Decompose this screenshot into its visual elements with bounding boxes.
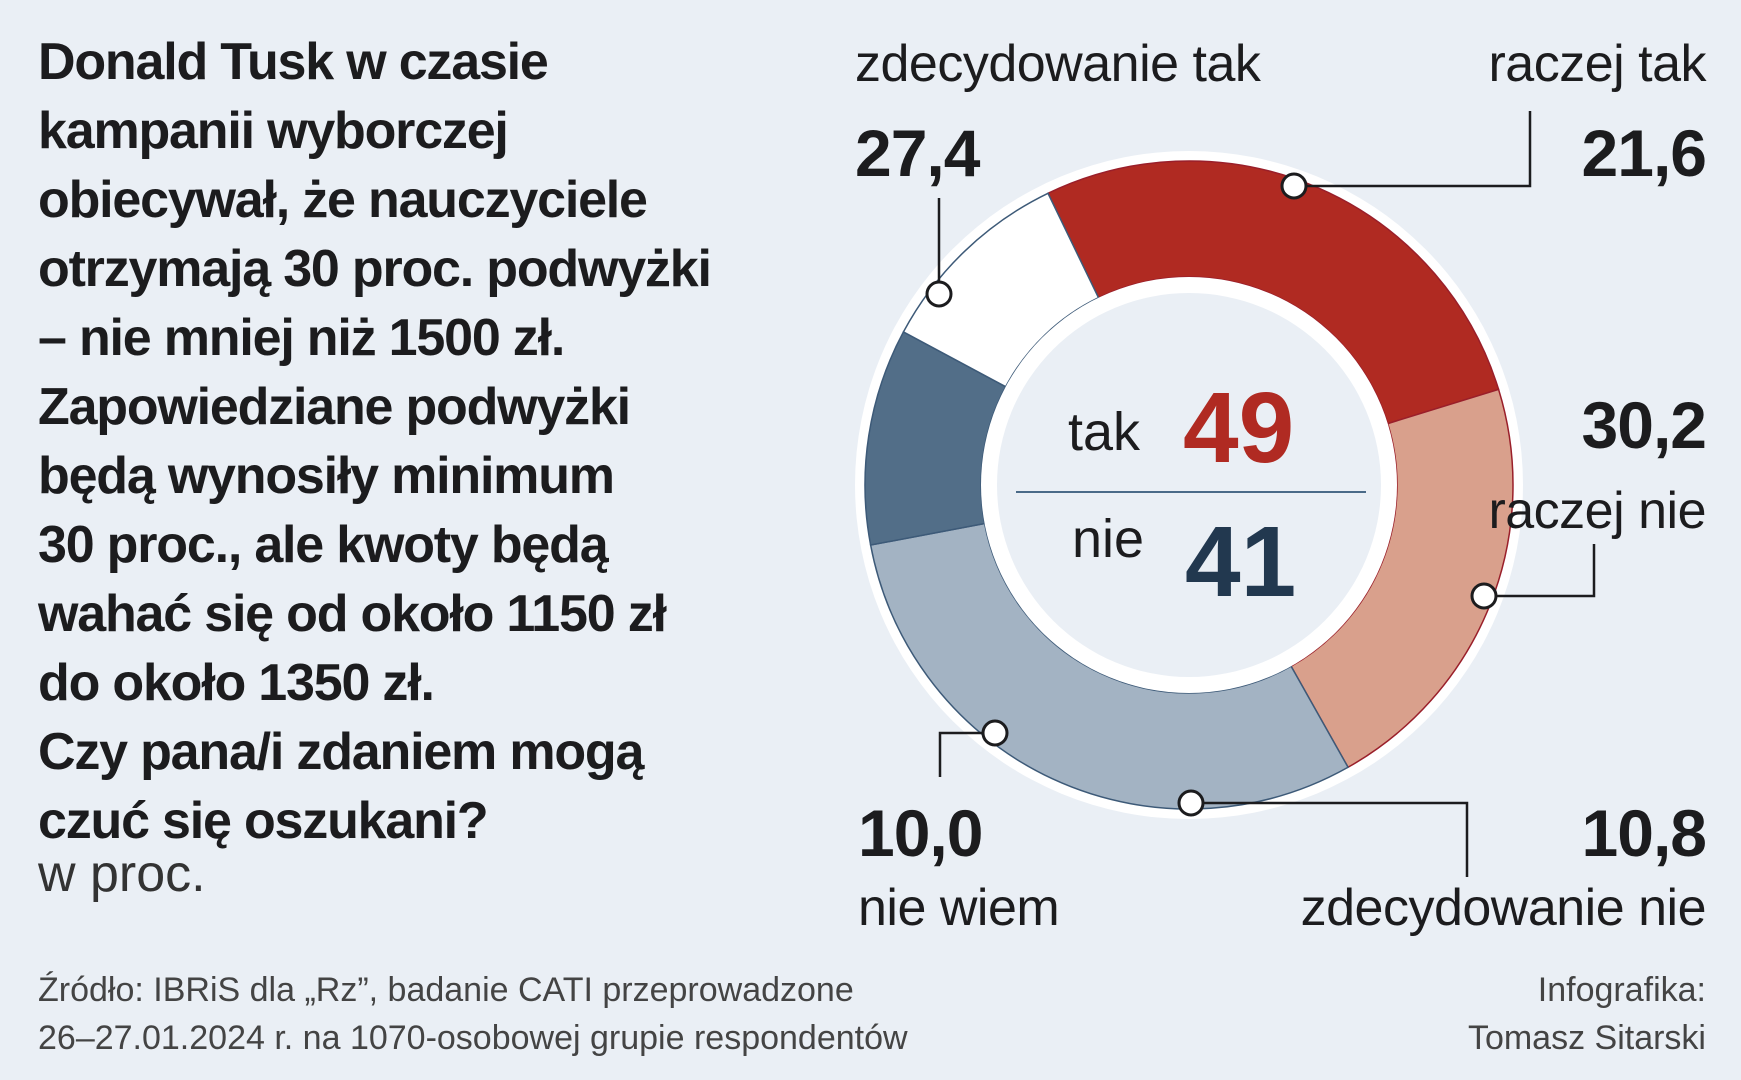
credit: Infografika: Tomasz Sitarski: [1468, 966, 1706, 1062]
title-line: wahać się od około 1150 zł: [38, 585, 667, 643]
title-line: czuć się oszukani?: [38, 792, 489, 850]
marker-dot: [1470, 582, 1498, 610]
source-line: Źródło: IBRiS dla „Rz”, badanie CATI prz…: [38, 971, 854, 1009]
label-raczej-tak: raczej tak: [1488, 35, 1706, 93]
source-line: 26–27.01.2024 r. na 1070-osobowej grupie…: [38, 1019, 908, 1057]
title-line: obiecywał, że nauczyciele: [38, 171, 648, 229]
value-raczej-tak: 21,6: [1581, 116, 1707, 190]
title-line: kampanii wyborczej: [38, 102, 509, 160]
value-zdecydowanie-nie: 10,8: [1581, 796, 1707, 870]
chart-title: Donald Tusk w czasie kampanii wyborczej …: [38, 28, 712, 856]
title-line: Czy pana/i zdaniem mogą: [38, 723, 644, 781]
center-yes-label: tak: [1068, 402, 1141, 462]
marker-dot: [925, 280, 953, 308]
title-line: – nie mniej niż 1500 zł.: [38, 309, 565, 367]
title-line: do około 1350 zł.: [38, 654, 435, 712]
label-zdecydowanie-nie: zdecydowanie nie: [1300, 879, 1707, 937]
center-disc: [997, 293, 1381, 677]
title-line: Donald Tusk w czasie: [38, 33, 549, 91]
credit-line: Tomasz Sitarski: [1467, 1019, 1706, 1057]
leader-line-nie-wiem: [938, 731, 995, 777]
leader-line-raczej-nie: [1484, 544, 1596, 598]
center-no-label: nie: [1072, 509, 1145, 569]
leader-line-zdecydowanie-nie: [1191, 801, 1469, 877]
marker-dot: [1280, 172, 1308, 200]
title-line: Zapowiedziane podwyżki: [38, 378, 631, 436]
unit-label: w proc.: [38, 845, 206, 903]
title-line: otrzymają 30 proc. podwyżki: [38, 240, 712, 298]
source-note: Źródło: IBRiS dla „Rz”, badanie CATI prz…: [38, 966, 908, 1062]
leader-line-raczej-tak: [1294, 111, 1532, 188]
label-nie-wiem: nie wiem: [858, 879, 1060, 937]
title-line: 30 proc., ale kwoty będą: [38, 516, 609, 574]
label-zdecydowanie-tak: zdecydowanie tak: [855, 35, 1261, 93]
title-line: będą wynosiły minimum: [38, 447, 615, 505]
value-nie-wiem: 10,0: [858, 796, 983, 870]
marker-dot: [981, 719, 1009, 747]
marker-dot: [1177, 789, 1205, 817]
value-raczej-nie: 30,2: [1581, 388, 1707, 462]
value-zdecydowanie-tak: 27,4: [855, 116, 980, 190]
label-raczej-nie: raczej nie: [1488, 482, 1706, 540]
credit-line: Infografika:: [1537, 971, 1706, 1009]
center-yes-value: 49: [1183, 372, 1295, 484]
center-no-value: 41: [1185, 506, 1297, 618]
